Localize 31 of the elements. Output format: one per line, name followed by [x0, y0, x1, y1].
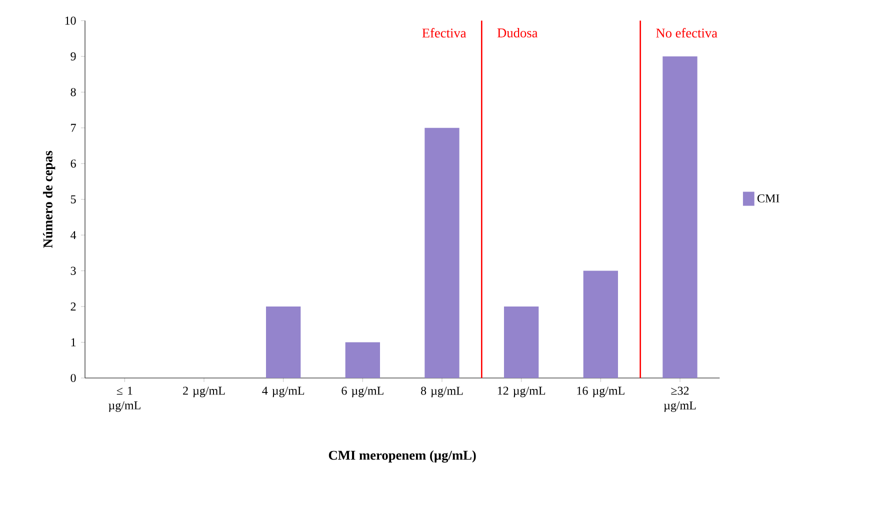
- bar: [583, 270, 618, 378]
- y-tick-label: 0: [70, 374, 76, 382]
- y-tick-label: 8: [70, 88, 76, 96]
- x-tick-label: 4 µg/mL: [262, 386, 304, 398]
- x-tick-label: 8 µg/mL: [421, 386, 463, 398]
- y-tick-label: 5: [70, 195, 76, 204]
- x-tick-label: 6 µg/mL: [342, 386, 384, 398]
- y-tick-label: 1: [71, 338, 76, 346]
- x-axis-title: CMI meropenem (µg/mL): [328, 450, 476, 463]
- y-tick-label: 3: [70, 266, 76, 275]
- y-tick-label: 6: [70, 160, 76, 168]
- annotation: Efectiva: [422, 28, 466, 38]
- annotation: Dudosa: [497, 28, 538, 38]
- y-tick-label: 2: [70, 302, 76, 311]
- y-tick-label: 4: [70, 231, 76, 240]
- x-tick-label: ≤ 1 µg/mL: [108, 386, 140, 412]
- x-tick-label: 16 µg/mL: [577, 386, 624, 398]
- y-tick-label: 9: [70, 52, 76, 60]
- bar: [266, 306, 301, 378]
- y-axis-title: Número de cepas: [43, 150, 56, 248]
- y-tick-label: 10: [65, 16, 76, 25]
- legend-label: CMI: [758, 194, 780, 202]
- annotation: No efectiva: [656, 28, 718, 38]
- x-tick-label: ≥32 µg/mL: [664, 386, 696, 412]
- bar: [504, 306, 539, 378]
- x-tick-label: 2 µg/mL: [183, 386, 225, 398]
- x-tick-label: 12 µg/mL: [498, 386, 546, 398]
- bar: [424, 128, 460, 378]
- bar: [662, 56, 698, 378]
- y-tick-label: 7: [71, 124, 76, 132]
- bar: [345, 342, 380, 378]
